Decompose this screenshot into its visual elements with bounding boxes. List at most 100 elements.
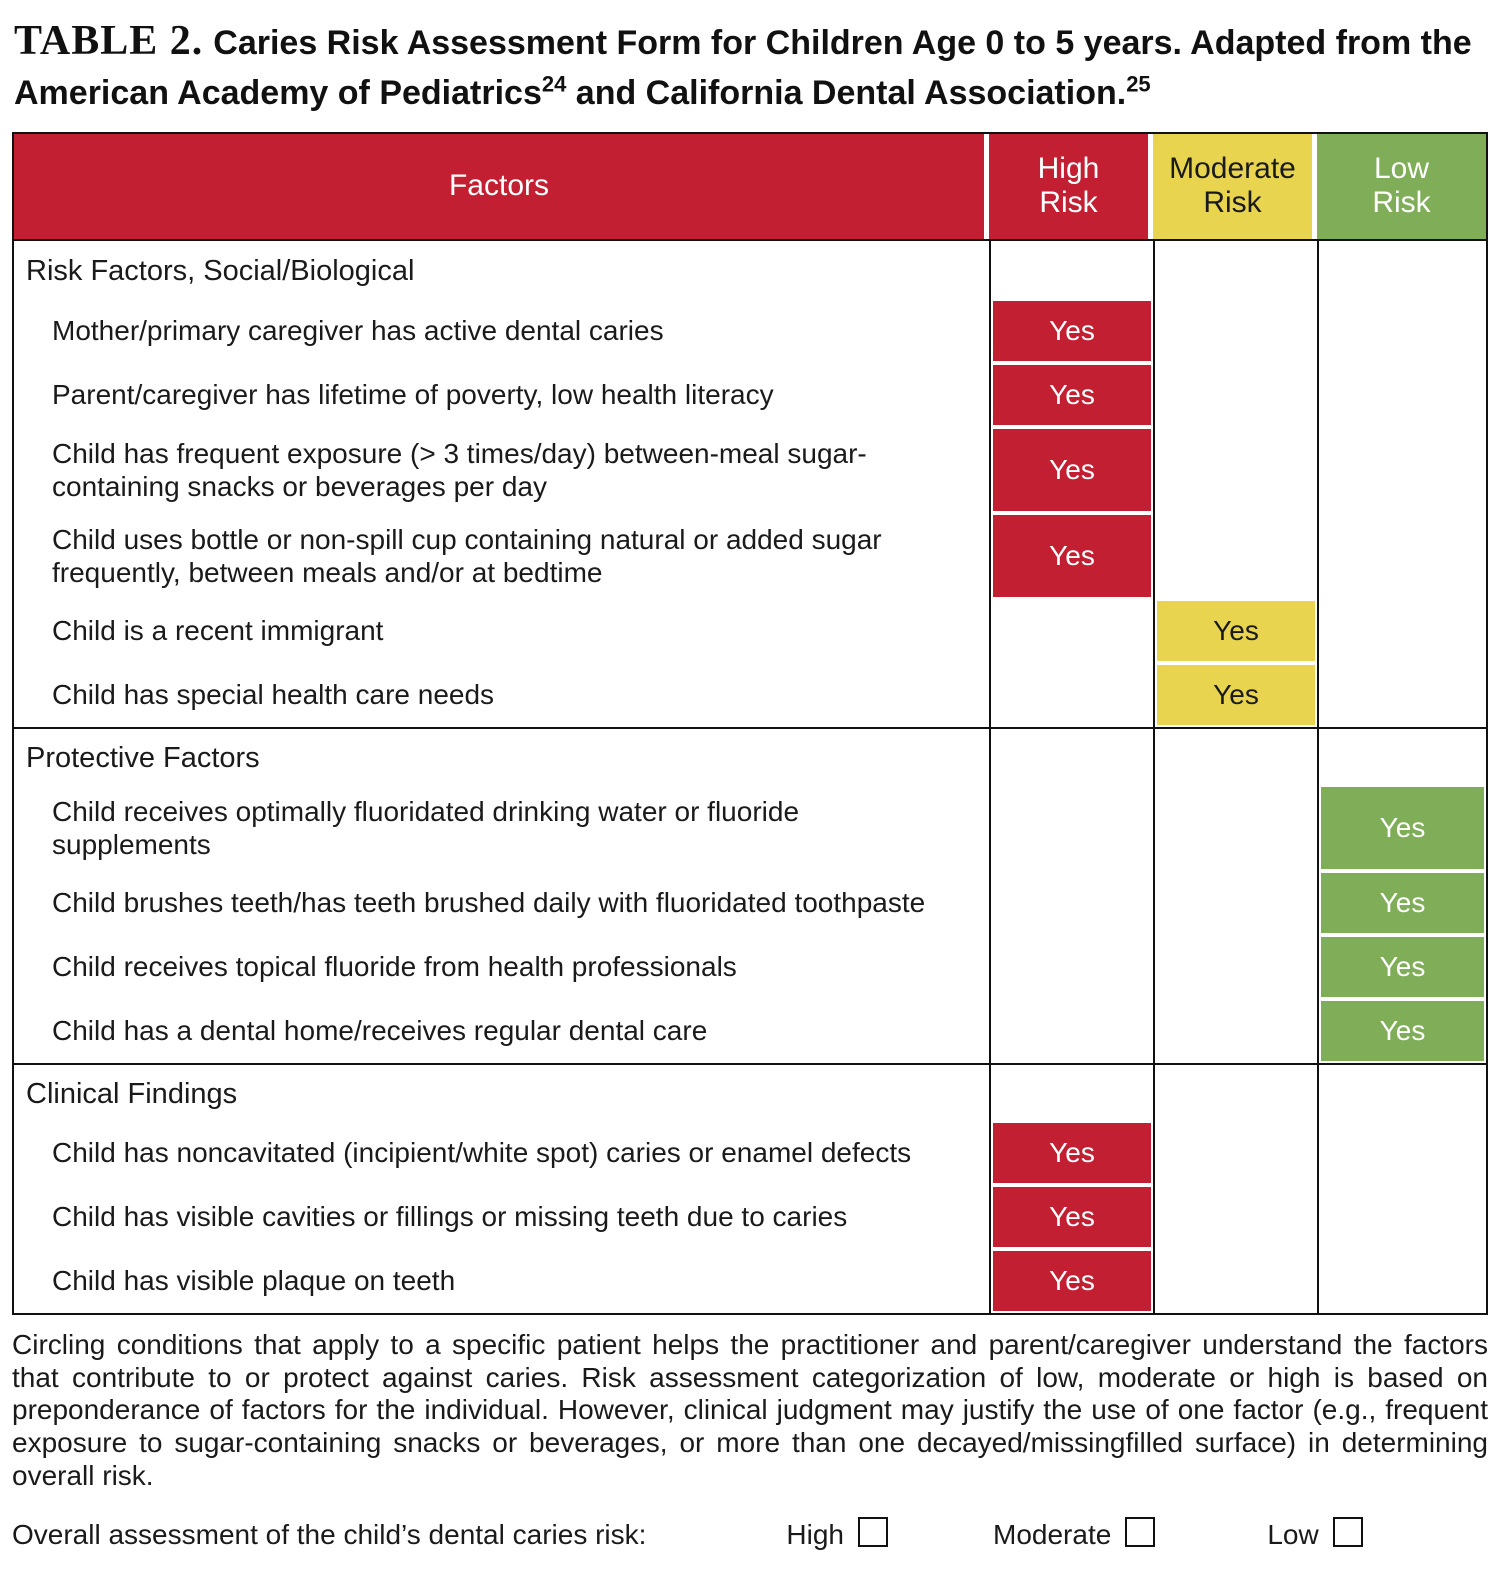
factor-label: Child has visible cavities or fillings o… bbox=[52, 1201, 848, 1233]
caption-text: Caries Risk Assessment Form for Children… bbox=[14, 24, 1472, 112]
column-header-factors: Factors bbox=[14, 133, 989, 239]
factor-row: Child has a dental home/receives regular… bbox=[14, 998, 1486, 1063]
overall-option-high: High bbox=[786, 1516, 889, 1551]
moderate-risk-cell bbox=[1153, 1120, 1317, 1185]
factor-row: Child receives optimally fluoridated dri… bbox=[14, 784, 1486, 871]
empty-low-cell bbox=[1317, 240, 1486, 299]
low-risk-cell bbox=[1317, 512, 1486, 599]
high-risk-cell: Yes bbox=[989, 298, 1153, 363]
low-risk-cell bbox=[1317, 298, 1486, 363]
low-risk-cell: Yes bbox=[1317, 934, 1486, 999]
low-risk-checkbox[interactable] bbox=[1332, 1516, 1363, 1547]
high-risk-cell bbox=[989, 598, 1153, 663]
high-risk-cell: Yes bbox=[989, 1120, 1153, 1185]
section-heading-row: Protective Factors bbox=[14, 726, 1486, 785]
low-risk-cell bbox=[1317, 1184, 1486, 1249]
factor-label: Child uses bottle or non-spill cup conta… bbox=[52, 523, 882, 588]
high-risk-cell: Yes bbox=[989, 426, 1153, 513]
factor-label: Child has a dental home/receives regular… bbox=[52, 1015, 708, 1047]
table-caption: TABLE 2. Caries Risk Assessment Form for … bbox=[14, 14, 1486, 116]
empty-moderate-cell bbox=[1153, 1064, 1317, 1121]
factor-row: Child has frequent exposure (> 3 times/d… bbox=[14, 426, 1486, 513]
low-risk-cell: Yes bbox=[1317, 998, 1486, 1063]
factor-row: Child uses bottle or non-spill cup conta… bbox=[14, 512, 1486, 599]
moderate-risk-checkbox[interactable] bbox=[1125, 1516, 1156, 1547]
section-heading: Risk Factors, Social/Biological bbox=[26, 254, 415, 287]
overall-option-moderate: Moderate bbox=[993, 1516, 1156, 1551]
yes-cell-moderate-risk: Yes bbox=[1157, 600, 1315, 661]
factor-label: Mother/primary caregiver has active dent… bbox=[52, 315, 664, 347]
factor-row: Parent/caregiver has lifetime of poverty… bbox=[14, 362, 1486, 427]
moderate-risk-cell bbox=[1153, 512, 1317, 599]
moderate-risk-cell bbox=[1153, 1248, 1317, 1313]
yes-cell-low-risk: Yes bbox=[1321, 936, 1484, 997]
table-body: Risk Factors, Social/Biological Mother/pr… bbox=[14, 240, 1486, 1313]
column-header-high-risk: High Risk bbox=[989, 133, 1153, 239]
factor-row: Mother/primary caregiver has active dent… bbox=[14, 298, 1486, 363]
table-header-row: Factors High Risk Moderate Risk Low Risk bbox=[14, 133, 1486, 241]
yes-cell-high-risk: Yes bbox=[993, 1122, 1151, 1183]
high-risk-cell bbox=[989, 934, 1153, 999]
moderate-risk-cell bbox=[1153, 1184, 1317, 1249]
moderate-risk-cell bbox=[1153, 298, 1317, 363]
high-risk-checkbox[interactable] bbox=[858, 1516, 889, 1547]
overall-assessment-row: Overall assessment of the child’s dental… bbox=[12, 1516, 1488, 1551]
high-risk-cell: Yes bbox=[989, 512, 1153, 599]
yes-cell-high-risk: Yes bbox=[993, 1250, 1151, 1311]
caries-risk-table: Factors High Risk Moderate Risk Low Risk… bbox=[12, 131, 1488, 1315]
factor-label: Child receives optimally fluoridated dri… bbox=[52, 795, 800, 860]
low-risk-cell bbox=[1317, 662, 1486, 727]
low-risk-cell bbox=[1317, 1120, 1486, 1185]
factor-label: Child has frequent exposure (> 3 times/d… bbox=[52, 437, 867, 502]
moderate-risk-cell bbox=[1153, 870, 1317, 935]
yes-cell-high-risk: Yes bbox=[993, 364, 1151, 425]
empty-high-cell bbox=[989, 240, 1153, 299]
empty-moderate-cell bbox=[1153, 240, 1317, 299]
factor-label: Child has visible plaque on teeth bbox=[52, 1265, 456, 1297]
moderate-risk-cell bbox=[1153, 934, 1317, 999]
table-number: TABLE 2. bbox=[14, 18, 204, 64]
low-risk-cell bbox=[1317, 598, 1486, 663]
high-risk-cell bbox=[989, 998, 1153, 1063]
reference-25: 25 bbox=[1126, 71, 1151, 97]
yes-cell-high-risk: Yes bbox=[993, 514, 1151, 597]
empty-low-cell bbox=[1317, 728, 1486, 785]
moderate-risk-cell: Yes bbox=[1153, 662, 1317, 727]
yes-cell-high-risk: Yes bbox=[993, 428, 1151, 511]
factor-row: Child has visible cavities or fillings o… bbox=[14, 1184, 1486, 1249]
yes-cell-moderate-risk: Yes bbox=[1157, 664, 1315, 725]
yes-cell-high-risk: Yes bbox=[993, 1186, 1151, 1247]
moderate-risk-cell: Yes bbox=[1153, 598, 1317, 663]
overall-option-low: Low bbox=[1267, 1516, 1363, 1551]
factor-row: Child brushes teeth/has teeth brushed da… bbox=[14, 870, 1486, 935]
moderate-risk-cell bbox=[1153, 362, 1317, 427]
factor-label: Child receives topical fluoride from hea… bbox=[52, 951, 737, 983]
yes-cell-low-risk: Yes bbox=[1321, 786, 1484, 869]
empty-moderate-cell bbox=[1153, 728, 1317, 785]
high-risk-cell bbox=[989, 784, 1153, 871]
factor-label: Child is a recent immigrant bbox=[52, 615, 384, 647]
low-risk-cell: Yes bbox=[1317, 870, 1486, 935]
factor-label: Child brushes teeth/has teeth brushed da… bbox=[52, 887, 926, 919]
high-risk-cell bbox=[989, 870, 1153, 935]
section-heading-row: Risk Factors, Social/Biological bbox=[14, 240, 1486, 299]
factor-row: Child has noncavitated (incipient/white … bbox=[14, 1120, 1486, 1185]
yes-cell-high-risk: Yes bbox=[993, 300, 1151, 361]
high-risk-cell bbox=[989, 662, 1153, 727]
reference-24: 24 bbox=[541, 71, 567, 97]
moderate-risk-cell bbox=[1153, 784, 1317, 871]
factor-label: Child has special health care needs bbox=[52, 679, 495, 711]
column-header-low-risk: Low Risk bbox=[1317, 133, 1486, 239]
high-risk-cell: Yes bbox=[989, 362, 1153, 427]
low-risk-cell bbox=[1317, 1248, 1486, 1313]
factor-row: Child has special health care needs Yes bbox=[14, 662, 1486, 727]
column-header-moderate-risk: Moderate Risk bbox=[1153, 133, 1317, 239]
section-heading: Protective Factors bbox=[26, 741, 260, 774]
factor-row: Child has visible plaque on teeth Yes bbox=[14, 1248, 1486, 1313]
factor-label: Child has noncavitated (incipient/white … bbox=[52, 1137, 912, 1169]
low-risk-cell: Yes bbox=[1317, 784, 1486, 871]
section-heading: Clinical Findings bbox=[26, 1077, 238, 1110]
footnote: Circling conditions that apply to a spec… bbox=[12, 1328, 1488, 1491]
overall-assessment-label: Overall assessment of the child’s dental… bbox=[12, 1518, 647, 1550]
